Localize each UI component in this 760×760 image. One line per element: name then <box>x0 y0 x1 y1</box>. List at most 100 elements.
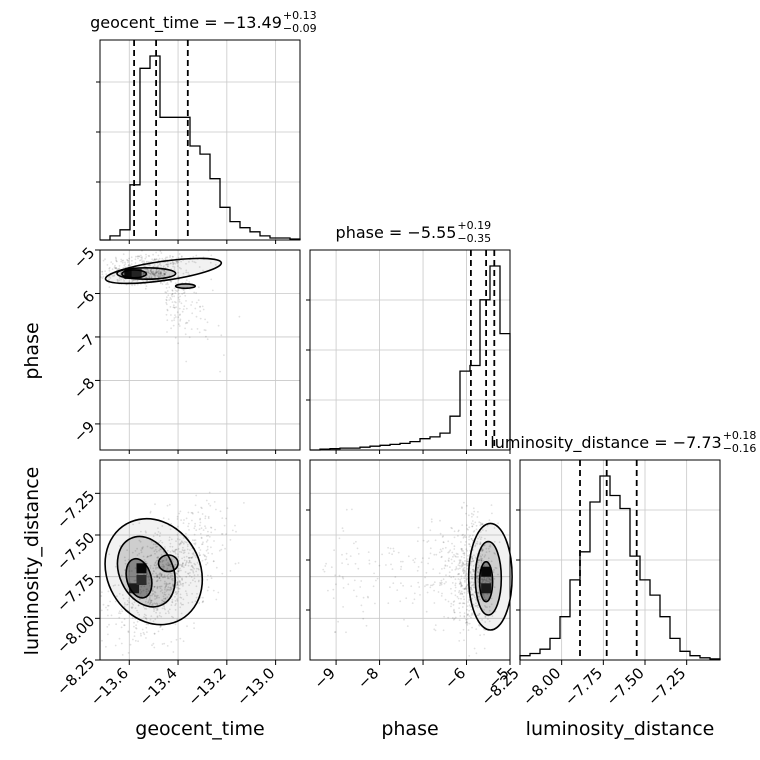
sample-point <box>481 549 484 552</box>
sample-point <box>167 564 170 567</box>
sample-point <box>226 507 229 510</box>
sample-point <box>145 588 148 591</box>
sample-point <box>345 631 347 634</box>
sample-point <box>330 566 333 569</box>
density-cell <box>481 566 492 577</box>
sample-point <box>124 603 126 606</box>
sample-point <box>464 574 467 576</box>
sample-point <box>137 279 139 282</box>
sample-point <box>472 584 474 587</box>
sample-point <box>483 594 485 596</box>
sample-point <box>218 549 221 552</box>
sample-point <box>163 272 166 275</box>
sample-point <box>191 569 193 571</box>
sample-point <box>154 564 157 567</box>
sample-point <box>470 560 473 563</box>
sample-point <box>477 559 480 561</box>
sample-point <box>152 604 154 607</box>
sample-point <box>481 548 484 551</box>
sample-point <box>470 537 473 540</box>
sample-point <box>469 570 472 573</box>
sample-point <box>178 559 181 562</box>
sample-point <box>136 547 139 550</box>
sample-point <box>179 593 182 596</box>
sample-point <box>101 273 104 276</box>
sample-point <box>466 558 469 561</box>
sample-point <box>392 582 395 585</box>
sample-point <box>106 609 109 611</box>
sample-point <box>470 581 473 584</box>
sample-point <box>171 260 174 263</box>
sample-point <box>459 578 462 581</box>
sample-point <box>193 577 196 580</box>
sample-point <box>101 591 103 594</box>
sample-point <box>175 540 177 542</box>
sample-point <box>170 578 173 581</box>
sample-point <box>194 543 197 546</box>
sample-point <box>210 546 212 549</box>
sample-point <box>341 553 343 556</box>
sample-point <box>154 552 156 555</box>
sample-point <box>462 587 465 590</box>
sample-point <box>466 605 469 607</box>
sample-point <box>439 582 441 584</box>
sample-point <box>128 610 131 613</box>
sample-point <box>187 511 190 514</box>
sample-point <box>146 268 149 271</box>
sample-point <box>477 566 480 569</box>
sample-point <box>145 617 147 620</box>
sample-point <box>164 546 166 548</box>
sample-point <box>473 586 475 589</box>
sample-point <box>193 261 196 263</box>
sample-point <box>174 548 177 551</box>
sample-point <box>154 562 157 564</box>
sample-point <box>157 274 159 276</box>
sample-point <box>470 575 473 578</box>
sample-point <box>341 562 343 564</box>
sample-point <box>195 494 198 497</box>
sample-point <box>154 603 157 605</box>
sample-point <box>156 615 159 618</box>
sample-point <box>174 623 177 626</box>
sample-point <box>126 259 129 262</box>
sample-point <box>392 547 395 550</box>
sample-point <box>442 535 444 537</box>
sample-point <box>362 617 365 620</box>
sample-point <box>466 613 469 616</box>
sample-point <box>149 264 151 267</box>
sample-point <box>161 592 164 594</box>
sample-point <box>158 549 161 552</box>
sample-point <box>360 604 363 607</box>
sample-point <box>488 620 491 623</box>
sample-point <box>165 263 167 266</box>
sample-point <box>479 634 481 637</box>
sample-point <box>444 598 447 601</box>
sample-point <box>136 620 139 623</box>
sample-point <box>471 594 474 596</box>
sample-point <box>111 263 114 265</box>
sample-point <box>461 534 464 537</box>
sample-point <box>176 598 179 601</box>
panel-frame <box>99 459 301 661</box>
sample-point <box>199 524 201 527</box>
sample-point <box>139 592 142 595</box>
sample-point <box>152 620 155 623</box>
sample-point <box>165 256 168 259</box>
sample-point <box>158 572 161 575</box>
sample-point <box>478 564 481 567</box>
sample-point <box>484 598 487 601</box>
sample-point <box>163 600 165 603</box>
panel-title-plus: +0.13 <box>283 9 317 22</box>
sample-point <box>158 269 161 271</box>
sample-point <box>127 565 130 568</box>
sample-point <box>243 502 245 504</box>
sample-point <box>341 576 344 579</box>
sample-point <box>163 591 166 594</box>
sample-point <box>188 261 190 263</box>
sample-point <box>463 572 465 574</box>
sample-point <box>182 308 185 310</box>
sample-point <box>480 558 483 561</box>
sample-point <box>185 307 188 310</box>
sample-point <box>166 588 168 591</box>
